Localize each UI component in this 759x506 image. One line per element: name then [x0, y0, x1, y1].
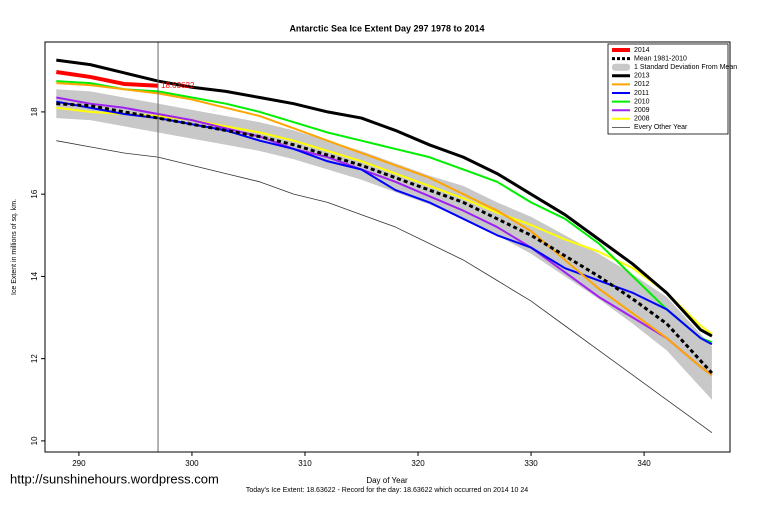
- x-tick-label: 320: [411, 459, 425, 468]
- y-tick-label: 16: [30, 189, 39, 198]
- series-line: [56, 80, 713, 344]
- y-tick-label: 18: [30, 107, 39, 116]
- x-tick-label: 290: [72, 459, 86, 468]
- series-line: [56, 140, 713, 433]
- x-tick-label: 340: [637, 459, 651, 468]
- series-line: [56, 106, 713, 335]
- x-tick-label: 300: [185, 459, 199, 468]
- legend-label: 2008: [634, 116, 650, 123]
- annotation: 18.63622: [161, 81, 195, 90]
- x-tick-label: 330: [524, 459, 538, 468]
- legend-label: 2011: [634, 90, 649, 97]
- legend-label: 2012: [634, 81, 650, 88]
- legend-swatch: [612, 63, 630, 71]
- series-line: [56, 102, 714, 375]
- legend-label: Every Other Year: [634, 124, 688, 131]
- chart-title: Antarctic Sea Ice Extent Day 297 1978 to…: [289, 23, 484, 33]
- watermark: http://sunshinehours.wordpress.com: [10, 471, 219, 486]
- x-axis-label: Day of Year: [366, 476, 408, 485]
- y-axis-label: Ice Extent in millions of sq. km.: [11, 199, 18, 295]
- series-line: [56, 96, 713, 376]
- legend-label: 2014: [634, 47, 650, 54]
- x-tick-label: 310: [298, 459, 312, 468]
- y-tick-label: 10: [30, 436, 39, 445]
- y-tick-label: 14: [30, 271, 39, 280]
- y-tick-label: 12: [30, 354, 39, 363]
- legend-label: 2013: [634, 73, 650, 80]
- legend-label: Mean 1981-2010: [634, 55, 687, 62]
- series-line: [56, 58, 713, 338]
- plot-frame: [44, 41, 731, 453]
- legend-label: 2009: [634, 107, 650, 114]
- legend-label: 2010: [634, 98, 650, 105]
- legend-label: 1 Standard Deviation From Mean: [634, 64, 737, 71]
- footer: Today's Ice Extent: 18.63622 - Record fo…: [246, 487, 528, 494]
- series-line: [56, 82, 713, 376]
- std-band: [56, 89, 712, 400]
- series-line: [56, 70, 159, 88]
